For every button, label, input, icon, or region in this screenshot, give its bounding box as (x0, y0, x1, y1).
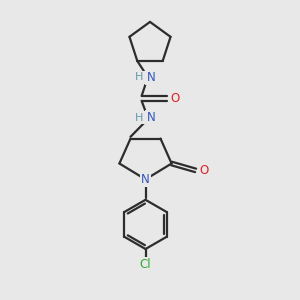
Text: O: O (170, 92, 179, 105)
Text: H: H (135, 112, 143, 123)
Text: N: N (147, 71, 156, 84)
Text: O: O (200, 164, 208, 177)
Text: N: N (141, 173, 150, 186)
Text: H: H (135, 72, 143, 82)
Text: N: N (147, 111, 156, 124)
Text: Cl: Cl (140, 258, 151, 271)
